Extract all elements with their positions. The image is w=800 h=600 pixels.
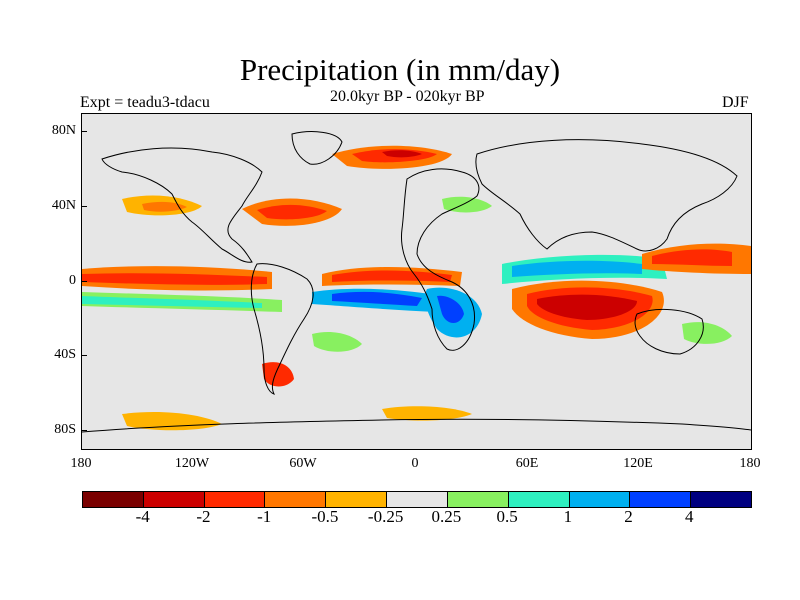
colorbar-box-0 <box>83 492 144 507</box>
lat-label-80s: 80S <box>54 422 76 437</box>
lat-label-40s: 40S <box>54 347 76 362</box>
lon-label-120e: 120E <box>623 456 653 471</box>
colorbar-box-9 <box>630 492 692 507</box>
lon-label-60w: 60W <box>289 456 317 471</box>
colorbar <box>82 491 752 508</box>
map-title: Precipitation (in mm/day) <box>239 52 561 87</box>
lat-tick <box>81 206 87 207</box>
lat-tick <box>81 430 87 431</box>
colorbar-box-3 <box>265 492 327 507</box>
colorbar-label-1: -2 <box>196 507 211 526</box>
colorbar-label-5: 0.25 <box>431 507 462 526</box>
colorbar-label-0: -4 <box>135 507 150 526</box>
colorbar-label-6: 0.5 <box>496 507 518 526</box>
colorbar-label-2: -1 <box>257 507 272 526</box>
colorbar-box-5 <box>387 492 448 507</box>
lon-label-60e: 60E <box>515 456 539 471</box>
lon-label-180w: 180 <box>70 456 92 471</box>
lon-label-180e: 180 <box>739 456 761 471</box>
colorbar-box-4 <box>326 492 388 507</box>
colorbar-box-6 <box>447 492 509 507</box>
colorbar-label-8: 2 <box>624 507 633 526</box>
lon-label-0: 0 <box>411 456 419 471</box>
lat-tick <box>81 355 87 356</box>
lat-label-40n: 40N <box>51 198 76 213</box>
lat-label-80n: 80N <box>51 123 76 138</box>
lat-label-equator: 0 <box>69 273 76 288</box>
lat-tick <box>81 281 87 282</box>
colorbar-box-1 <box>143 492 205 507</box>
colorbar-box-2 <box>204 492 266 507</box>
colorbar-box-8 <box>569 492 631 507</box>
colorbar-box-10 <box>691 492 751 507</box>
colorbar-label-9: 4 <box>685 507 694 526</box>
anomaly-fields <box>82 145 751 431</box>
colorbar-box-7 <box>508 492 570 507</box>
coastlines <box>82 131 751 433</box>
colorbar-label-3: -0.5 <box>311 507 339 526</box>
precipitation-map <box>82 131 751 433</box>
map-plot-area <box>81 113 752 450</box>
colorbar-label-7: 1 <box>563 507 573 526</box>
lon-label-120w: 120W <box>174 456 210 471</box>
experiment-label: Expt = teadu3-tdacu <box>80 94 210 111</box>
map-subtitle: 20.0kyr BP - 020kyr BP <box>330 88 485 105</box>
lat-tick <box>81 131 87 132</box>
colorbar-label-4: -0.25 <box>367 507 404 526</box>
season-label: DJF <box>722 94 749 111</box>
